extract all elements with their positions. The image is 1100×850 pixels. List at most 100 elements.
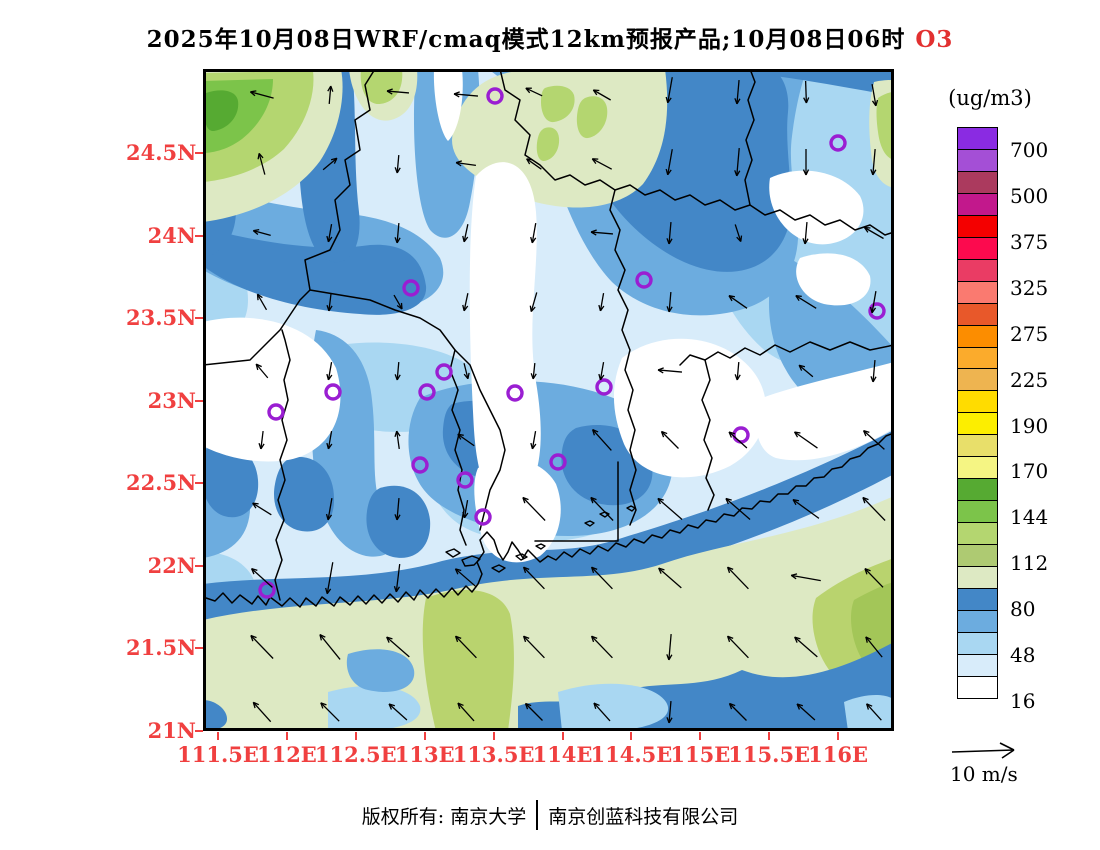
lat-axis-tick — [195, 647, 203, 650]
wind-arrow — [803, 80, 810, 104]
islands — [445, 505, 636, 573]
colorbar-segment — [957, 148, 998, 172]
colorbar-segment — [957, 544, 998, 568]
lat-axis-label: 23.5N — [126, 305, 197, 331]
station-marker — [868, 302, 886, 320]
wind-arrow — [394, 222, 401, 244]
station-marker — [549, 453, 567, 471]
station-marker — [486, 87, 504, 105]
copyright-footer: 版权所有: 南京大学 南京创蓝科技有限公司 — [0, 800, 1100, 830]
wind-arrow — [598, 362, 605, 381]
lat-axis-tick — [195, 564, 203, 567]
wind-arrow — [592, 89, 611, 101]
colorbar-segment — [957, 434, 998, 458]
wind-arrow — [870, 148, 877, 176]
wind-arrow — [326, 362, 333, 381]
colorbar-tick-label: 500 — [1010, 183, 1049, 208]
lon-axis-label: 116E — [808, 742, 869, 767]
wind-arrow — [319, 633, 341, 660]
colorbar-tick-label: 275 — [1010, 321, 1049, 346]
lon-axis-tick — [837, 732, 840, 740]
map-area — [203, 69, 894, 731]
station-marker — [418, 383, 436, 401]
colorbar-segment — [957, 324, 998, 348]
wind-arrow — [590, 566, 613, 590]
wind-arrow — [252, 502, 272, 516]
colorbar-tick-label: 170 — [1010, 459, 1049, 484]
colorbar-segment — [957, 631, 998, 655]
colorbar-segment — [957, 258, 998, 282]
contour-map — [203, 69, 894, 731]
colorbar-segment — [957, 127, 998, 150]
wind-arrow — [326, 292, 333, 312]
wind-arrow — [666, 291, 673, 313]
colorbar-segment — [957, 653, 998, 677]
lon-axis-label: 115.5E — [728, 742, 811, 767]
colorbar-segment — [957, 412, 998, 436]
colorbar-tick-label: 700 — [1010, 137, 1049, 162]
wind-arrow — [869, 291, 877, 314]
wind-arrow — [462, 500, 469, 519]
colorbar-segment — [957, 522, 998, 546]
wind-arrow — [394, 497, 401, 521]
wind-arrow — [871, 84, 879, 107]
wind-arrow — [728, 431, 748, 449]
wind-legend-arrow-icon — [951, 742, 1015, 759]
colorbar-unit-label: (ug/m3) — [948, 86, 1032, 110]
lat-axis-label: 22.5N — [126, 470, 197, 496]
wind-arrow — [394, 361, 401, 381]
wind-arrow — [726, 566, 749, 590]
page-title: 2025年10月08日WRF/cmaq模式12km预报产品;10月08日06时 O… — [0, 20, 1100, 54]
wind-arrow — [796, 703, 816, 721]
lon-axis-label: 111.5E — [177, 742, 259, 767]
wind-arrow — [666, 221, 673, 245]
colorbar-tick-label: 16 — [1010, 689, 1036, 714]
wind-arrow — [598, 293, 605, 312]
wind-arrow — [258, 430, 265, 450]
station-marker — [411, 456, 429, 474]
wind-arrow — [862, 496, 886, 521]
wind-arrow-field — [249, 77, 886, 724]
lon-axis-label: 113E — [394, 742, 455, 767]
colorbar-segment — [957, 302, 998, 326]
wind-arrow — [453, 91, 479, 98]
colorbar-segment — [957, 214, 998, 238]
wind-arrow — [530, 223, 537, 244]
wind-arrow — [802, 221, 809, 245]
wind-arrow — [590, 496, 614, 521]
wind-arrow — [394, 154, 401, 174]
wind-arrow — [734, 361, 741, 381]
station-marker — [595, 378, 613, 396]
wind-arrow — [734, 79, 741, 105]
colorbar-segment — [957, 566, 998, 590]
lat-axis-tick — [195, 482, 203, 485]
wind-arrow — [386, 636, 410, 658]
wind-arrow — [658, 567, 682, 589]
wind-arrow — [257, 152, 266, 175]
wind-arrow — [734, 224, 743, 243]
map-frame — [203, 69, 894, 731]
wind-arrow — [866, 703, 882, 721]
colorbar-segment — [957, 192, 998, 216]
wind-arrow — [726, 635, 749, 659]
wind-arrow — [864, 568, 884, 588]
lon-axis-label: 112.5E — [314, 742, 397, 767]
lon-axis-tick — [768, 732, 771, 740]
title-pollutant: O3 — [915, 26, 954, 53]
colorbar-tick-label: 375 — [1010, 229, 1049, 254]
wind-arrow — [522, 566, 545, 590]
lat-axis-label: 23N — [147, 387, 196, 413]
colorbar-segment — [957, 280, 998, 304]
lon-axis-tick — [630, 732, 633, 740]
lat-axis-tick — [195, 234, 203, 237]
wind-arrow — [522, 635, 545, 659]
wind-arrow — [454, 568, 477, 588]
lon-axis-label: 113.5E — [452, 742, 535, 767]
wind-arrow — [249, 90, 274, 99]
wind-arrow — [593, 702, 611, 722]
lon-axis-tick — [561, 732, 564, 740]
wind-arrow — [665, 77, 673, 104]
wind-arrow — [728, 295, 748, 309]
lat-axis-label: 21N — [147, 717, 196, 743]
